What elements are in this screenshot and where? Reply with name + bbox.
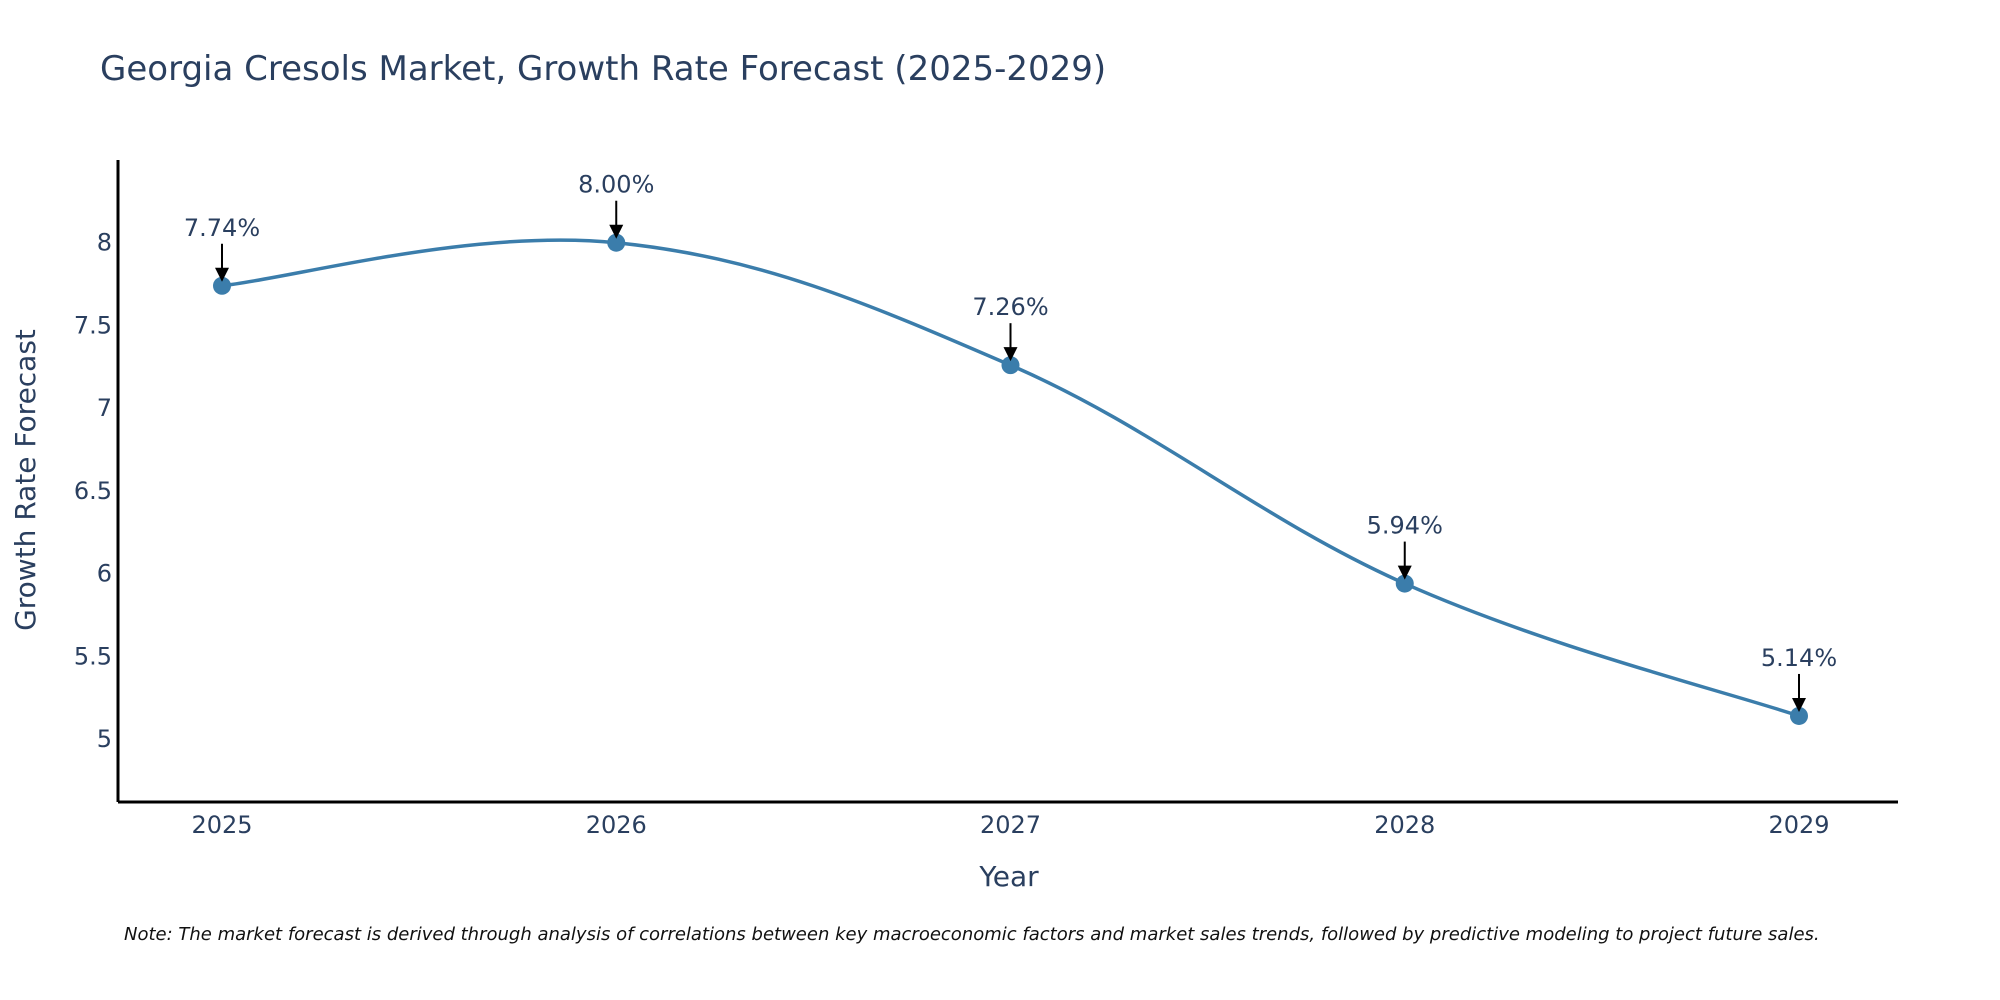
y-tick-label: 7.5 — [74, 311, 112, 339]
x-tick-label: 2029 — [1768, 811, 1829, 839]
data-markers — [213, 233, 1808, 725]
y-tick-label: 5.5 — [74, 642, 112, 670]
annotation-arrowhead — [215, 267, 229, 282]
x-tick-label: 2028 — [1374, 811, 1435, 839]
y-tick-label: 7 — [97, 394, 112, 422]
y-tick-label: 6.5 — [74, 477, 112, 505]
annotation-arrowhead — [609, 224, 624, 239]
data-label: 7.26% — [972, 293, 1048, 321]
data-point — [1395, 574, 1414, 593]
y-tick-labels: 5 5.5 6 6.5 7 7.5 8 — [74, 229, 112, 753]
data-label: 8.00% — [578, 171, 654, 199]
data-label: 5.14% — [1761, 644, 1837, 672]
annotation-arrowhead — [1792, 697, 1806, 712]
data-label: 7.74% — [184, 214, 260, 242]
x-tick-label: 2027 — [980, 811, 1041, 839]
x-tick-label: 2025 — [191, 811, 252, 839]
data-label: 5.94% — [1367, 512, 1443, 540]
plot-area: 5 5.5 6 6.5 7 7.5 8 2025 2026 2027 2028 2029 7.74%… — [74, 160, 1898, 839]
annotation-arrowhead — [1003, 347, 1018, 362]
chart-title: Georgia Cresols Market, Growth Rate Fore… — [100, 49, 1106, 89]
data-point — [607, 233, 626, 252]
footnote: Note: The market forecast is derived thr… — [124, 924, 1820, 945]
x-axis-title: Year — [978, 860, 1039, 893]
y-tick-label: 5 — [97, 725, 112, 753]
data-point — [1001, 356, 1020, 375]
x-tick-label: 2026 — [586, 811, 647, 839]
annotation-arrowhead — [1397, 565, 1412, 580]
data-point — [213, 276, 231, 295]
data-label-annotations: 7.74% 8.00% 7.26% 5.94% 5.14% — [184, 171, 1837, 712]
x-tick-labels: 2025 2026 2027 2028 2029 — [191, 811, 1829, 839]
data-point — [1790, 706, 1808, 725]
y-axis-title: Growth Rate Forecast — [9, 329, 42, 631]
y-tick-label: 6 — [97, 560, 112, 588]
y-tick-label: 8 — [97, 229, 112, 257]
